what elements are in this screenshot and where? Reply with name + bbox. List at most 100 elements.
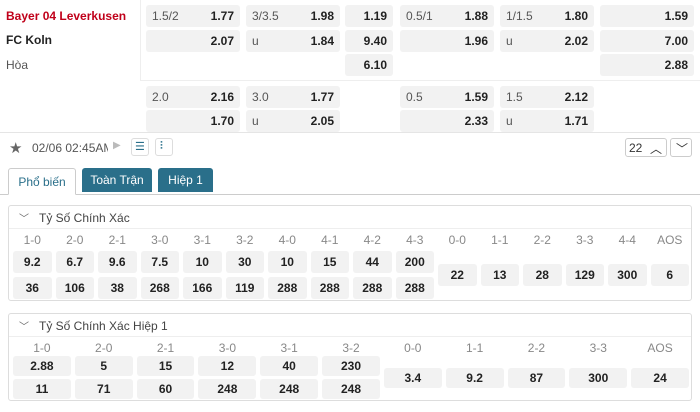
odds-cell[interactable]: 3/3.5 1.98 bbox=[246, 5, 340, 27]
score-odds-cell[interactable]: 38 bbox=[98, 277, 137, 299]
odds-cell[interactable]: 2.0 2.16 bbox=[146, 86, 240, 108]
odds-value: 2.07 bbox=[210, 34, 234, 48]
score-odds-cell[interactable]: 5 bbox=[74, 356, 133, 376]
score-odds-cell[interactable]: 288 bbox=[395, 277, 434, 299]
score-odds: 300 bbox=[588, 371, 609, 385]
score-odds-cell[interactable]: 288 bbox=[353, 277, 392, 299]
odds-cell[interactable]: 9.40 bbox=[345, 30, 393, 52]
count-input[interactable]: 22 ︿ bbox=[625, 138, 667, 157]
odds-cell[interactable]: 3.0 1.77 bbox=[246, 86, 340, 108]
odds-cell[interactable]: 1.5/2 1.77 bbox=[146, 5, 240, 27]
score-odds-cell[interactable]: 2.88 bbox=[13, 356, 71, 376]
score-odds-cell[interactable]: 248 bbox=[198, 379, 257, 399]
odds-cell[interactable]: 7.00 bbox=[600, 30, 694, 52]
score-odds-cell[interactable]: 9.6 bbox=[98, 251, 137, 273]
score-odds-cell[interactable]: 129 bbox=[565, 264, 604, 286]
score-odds-cell[interactable]: 248 bbox=[322, 379, 380, 399]
score-odds: 119 bbox=[235, 281, 255, 295]
list-button[interactable]: ☰ bbox=[131, 138, 149, 156]
score-odds-cell[interactable]: 288 bbox=[310, 277, 349, 299]
score-label: 2-1 bbox=[108, 233, 126, 247]
score-odds-cell[interactable]: 10 bbox=[268, 251, 307, 273]
odds-cell[interactable]: 1.19 bbox=[345, 5, 393, 27]
odds-cell[interactable]: 0.5/1 1.88 bbox=[400, 5, 494, 27]
section-title[interactable]: Tỷ Số Chính Xác Hiệp 1 bbox=[39, 319, 168, 333]
score-odds-cell[interactable]: 44 bbox=[353, 251, 392, 273]
score-odds-cell[interactable]: 9.2 bbox=[445, 368, 504, 388]
score-odds-cell[interactable]: 300 bbox=[608, 264, 647, 286]
score-odds: 10 bbox=[195, 255, 209, 269]
section-title[interactable]: Tỷ Số Chính Xác bbox=[39, 211, 130, 225]
home-team[interactable]: Bayer 04 Leverkusen bbox=[6, 9, 127, 23]
chart-button[interactable]: ⫶ bbox=[155, 138, 173, 156]
odds-cell[interactable]: 2.07 bbox=[146, 30, 240, 52]
odds-cell[interactable]: u 2.05 bbox=[246, 110, 340, 132]
odds-cell[interactable]: u 2.02 bbox=[500, 30, 594, 52]
collapse-chevron[interactable]: ﹀ bbox=[19, 322, 29, 333]
odds-cell[interactable]: 1.5 2.12 bbox=[500, 86, 594, 108]
score-odds-cell[interactable]: 3.4 bbox=[383, 368, 442, 388]
score-odds-cell[interactable]: 15 bbox=[310, 251, 349, 273]
score-odds-cell[interactable]: 230 bbox=[322, 356, 380, 376]
score-odds-cell[interactable]: 15 bbox=[136, 356, 195, 376]
tab[interactable]: Toàn Trận bbox=[82, 168, 152, 192]
tab[interactable]: Hiệp 1 bbox=[158, 168, 213, 192]
odds-cell[interactable]: 2.33 bbox=[400, 110, 494, 132]
score-odds-cell[interactable]: 200 bbox=[395, 251, 434, 273]
score-odds: 248 bbox=[279, 382, 300, 396]
collapse-chevron[interactable]: ﹀ bbox=[19, 214, 29, 225]
down-arrow-box[interactable]: ﹀ bbox=[670, 138, 692, 157]
score-label: 0-0 bbox=[448, 233, 466, 247]
score-odds-cell[interactable]: 288 bbox=[268, 277, 307, 299]
play-button[interactable]: ▶ bbox=[108, 138, 126, 156]
score-odds: 11 bbox=[35, 382, 49, 396]
odds-cell[interactable]: u 1.71 bbox=[500, 110, 594, 132]
score-odds-cell[interactable]: 24 bbox=[631, 368, 689, 388]
score-odds-cell[interactable]: 248 bbox=[260, 379, 319, 399]
score-odds-cell[interactable]: 28 bbox=[523, 264, 562, 286]
score-odds-cell[interactable]: 268 bbox=[140, 277, 179, 299]
away-team[interactable]: FC Koln bbox=[6, 33, 52, 47]
score-odds-cell[interactable]: 9.2 bbox=[13, 251, 52, 273]
score-odds-cell[interactable]: 60 bbox=[136, 379, 195, 399]
score-odds-cell[interactable]: 22 bbox=[438, 264, 477, 286]
score-odds: 248 bbox=[217, 382, 238, 396]
odds-cell[interactable]: 0.5 1.59 bbox=[400, 86, 494, 108]
score-label: 1-0 bbox=[33, 341, 51, 355]
top-border bbox=[0, 0, 700, 133]
score-odds-cell[interactable]: 300 bbox=[569, 368, 628, 388]
score-odds-cell[interactable]: 11 bbox=[13, 379, 71, 399]
odds-cell[interactable]: 1.96 bbox=[400, 30, 494, 52]
tab[interactable]: Phổ biến bbox=[8, 168, 76, 195]
odds-cell[interactable]: 6.10 bbox=[345, 54, 393, 76]
score-odds-cell[interactable]: 10 bbox=[183, 251, 222, 273]
score-label: 2-2 bbox=[527, 341, 546, 355]
score-odds-cell[interactable]: 106 bbox=[55, 277, 94, 299]
odds-cell[interactable]: u 1.84 bbox=[246, 30, 340, 52]
score-odds: 9.2 bbox=[23, 255, 41, 269]
odds-cell[interactable]: 1.59 bbox=[600, 5, 694, 27]
score-label: 3-1 bbox=[193, 233, 211, 247]
star-icon[interactable]: ★ bbox=[9, 140, 23, 157]
score-label: 3-3 bbox=[576, 233, 594, 247]
odds-cell[interactable]: 2.88 bbox=[600, 54, 694, 76]
score-odds-cell[interactable]: 166 bbox=[183, 277, 222, 299]
score-odds-cell[interactable]: 6.7 bbox=[55, 251, 94, 273]
odds-value: 1.59 bbox=[464, 90, 488, 104]
score-odds: 106 bbox=[64, 281, 85, 295]
score-odds-cell[interactable]: 119 bbox=[225, 277, 264, 299]
score-odds-cell[interactable]: 30 bbox=[225, 251, 264, 273]
score-odds-cell[interactable]: 40 bbox=[260, 356, 319, 376]
odds-cell[interactable]: 1/1.5 1.80 bbox=[500, 5, 594, 27]
score-odds: 28 bbox=[535, 268, 549, 282]
up-arrow[interactable]: ︿ bbox=[650, 142, 663, 156]
score-odds-cell[interactable]: 13 bbox=[480, 264, 519, 286]
score-odds-cell[interactable]: 12 bbox=[198, 356, 257, 376]
score-odds-cell[interactable]: 7.5 bbox=[140, 251, 179, 273]
odds-cell[interactable]: 1.70 bbox=[146, 110, 240, 132]
score-odds-cell[interactable]: 6 bbox=[650, 264, 689, 286]
score-odds-cell[interactable]: 71 bbox=[74, 379, 133, 399]
score-odds-cell[interactable]: 87 bbox=[507, 368, 566, 388]
score-odds-cell[interactable]: 36 bbox=[13, 277, 52, 299]
score-odds: 15 bbox=[323, 255, 337, 269]
